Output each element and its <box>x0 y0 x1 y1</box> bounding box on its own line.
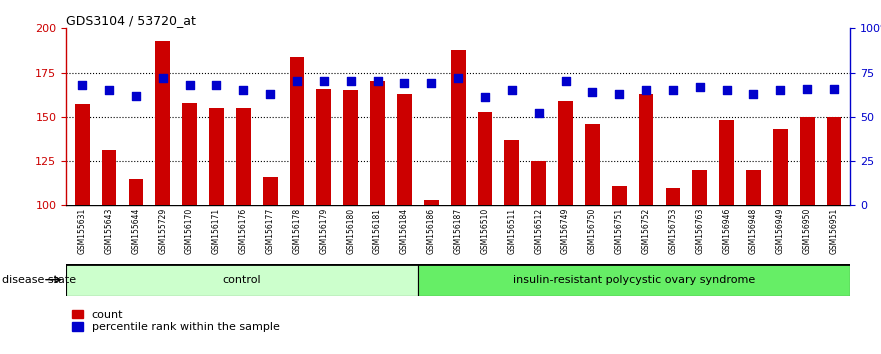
Text: GSM156186: GSM156186 <box>426 208 436 254</box>
Bar <box>451 50 465 205</box>
Point <box>559 79 573 84</box>
Text: GSM156949: GSM156949 <box>776 208 785 255</box>
Point <box>451 75 465 81</box>
Bar <box>746 170 761 205</box>
Point <box>692 84 707 90</box>
Bar <box>75 104 90 205</box>
Bar <box>559 101 573 205</box>
Point <box>585 89 599 95</box>
Text: GSM156510: GSM156510 <box>480 208 490 254</box>
Text: GSM156178: GSM156178 <box>292 208 301 254</box>
Bar <box>344 90 358 205</box>
Text: GSM156171: GSM156171 <box>212 208 221 254</box>
Point <box>102 87 116 93</box>
Text: GSM156177: GSM156177 <box>266 208 275 254</box>
Text: GSM156763: GSM156763 <box>695 208 704 255</box>
Bar <box>397 94 411 205</box>
Point <box>263 91 278 97</box>
Point <box>75 82 89 88</box>
Text: GSM156950: GSM156950 <box>803 208 811 255</box>
Point <box>425 80 439 86</box>
Bar <box>665 188 680 205</box>
Text: GSM156752: GSM156752 <box>641 208 650 254</box>
Legend: count, percentile rank within the sample: count, percentile rank within the sample <box>71 310 279 332</box>
Point <box>720 87 734 93</box>
Bar <box>182 103 197 205</box>
Bar <box>370 81 385 205</box>
Bar <box>826 117 841 205</box>
Point <box>800 86 814 91</box>
Text: GSM156750: GSM156750 <box>588 208 597 255</box>
Text: control: control <box>223 275 261 285</box>
Bar <box>773 129 788 205</box>
Point <box>478 95 492 100</box>
Bar <box>800 117 815 205</box>
Bar <box>692 170 707 205</box>
Bar <box>719 120 734 205</box>
Point <box>182 82 196 88</box>
Text: GSM156511: GSM156511 <box>507 208 516 254</box>
Point <box>210 82 224 88</box>
Bar <box>585 124 600 205</box>
Point <box>344 79 358 84</box>
Point <box>774 87 788 93</box>
Bar <box>66 264 418 296</box>
Bar <box>639 94 654 205</box>
Text: GSM156948: GSM156948 <box>749 208 758 254</box>
Point <box>290 79 304 84</box>
Text: GSM156187: GSM156187 <box>454 208 463 254</box>
Point <box>639 87 653 93</box>
Point <box>397 80 411 86</box>
Text: GSM156180: GSM156180 <box>346 208 355 254</box>
Point <box>531 110 545 116</box>
Text: GSM155631: GSM155631 <box>78 208 86 254</box>
Bar <box>101 150 116 205</box>
Text: GSM156749: GSM156749 <box>561 208 570 255</box>
Bar <box>155 41 170 205</box>
Point <box>746 91 760 97</box>
Bar <box>129 179 144 205</box>
Bar <box>418 264 850 296</box>
Text: GSM156946: GSM156946 <box>722 208 731 255</box>
Point <box>129 93 143 98</box>
Bar <box>316 88 331 205</box>
Point <box>371 79 385 84</box>
Point <box>156 75 170 81</box>
Text: GSM156181: GSM156181 <box>373 208 382 254</box>
Text: GDS3104 / 53720_at: GDS3104 / 53720_at <box>66 14 196 27</box>
Text: GSM155729: GSM155729 <box>159 208 167 254</box>
Point <box>317 79 331 84</box>
Text: GSM156951: GSM156951 <box>830 208 839 254</box>
Text: GSM156170: GSM156170 <box>185 208 194 254</box>
Bar <box>209 108 224 205</box>
Point <box>612 91 626 97</box>
Text: GSM156751: GSM156751 <box>615 208 624 254</box>
Bar <box>478 112 492 205</box>
Point <box>827 86 841 91</box>
Text: GSM156512: GSM156512 <box>534 208 544 254</box>
Text: GSM155643: GSM155643 <box>105 208 114 255</box>
Text: GSM156179: GSM156179 <box>319 208 329 254</box>
Bar <box>290 57 305 205</box>
Text: disease state: disease state <box>2 275 76 285</box>
Bar <box>263 177 278 205</box>
Bar <box>505 140 519 205</box>
Bar <box>531 161 546 205</box>
Bar <box>424 200 439 205</box>
Point <box>666 87 680 93</box>
Text: GSM156753: GSM156753 <box>669 208 677 255</box>
Bar <box>236 108 251 205</box>
Text: GSM155644: GSM155644 <box>131 208 140 255</box>
Text: GSM156184: GSM156184 <box>400 208 409 254</box>
Text: GSM156176: GSM156176 <box>239 208 248 254</box>
Bar <box>611 186 626 205</box>
Point <box>236 87 250 93</box>
Point <box>505 87 519 93</box>
Text: insulin-resistant polycystic ovary syndrome: insulin-resistant polycystic ovary syndr… <box>513 275 755 285</box>
